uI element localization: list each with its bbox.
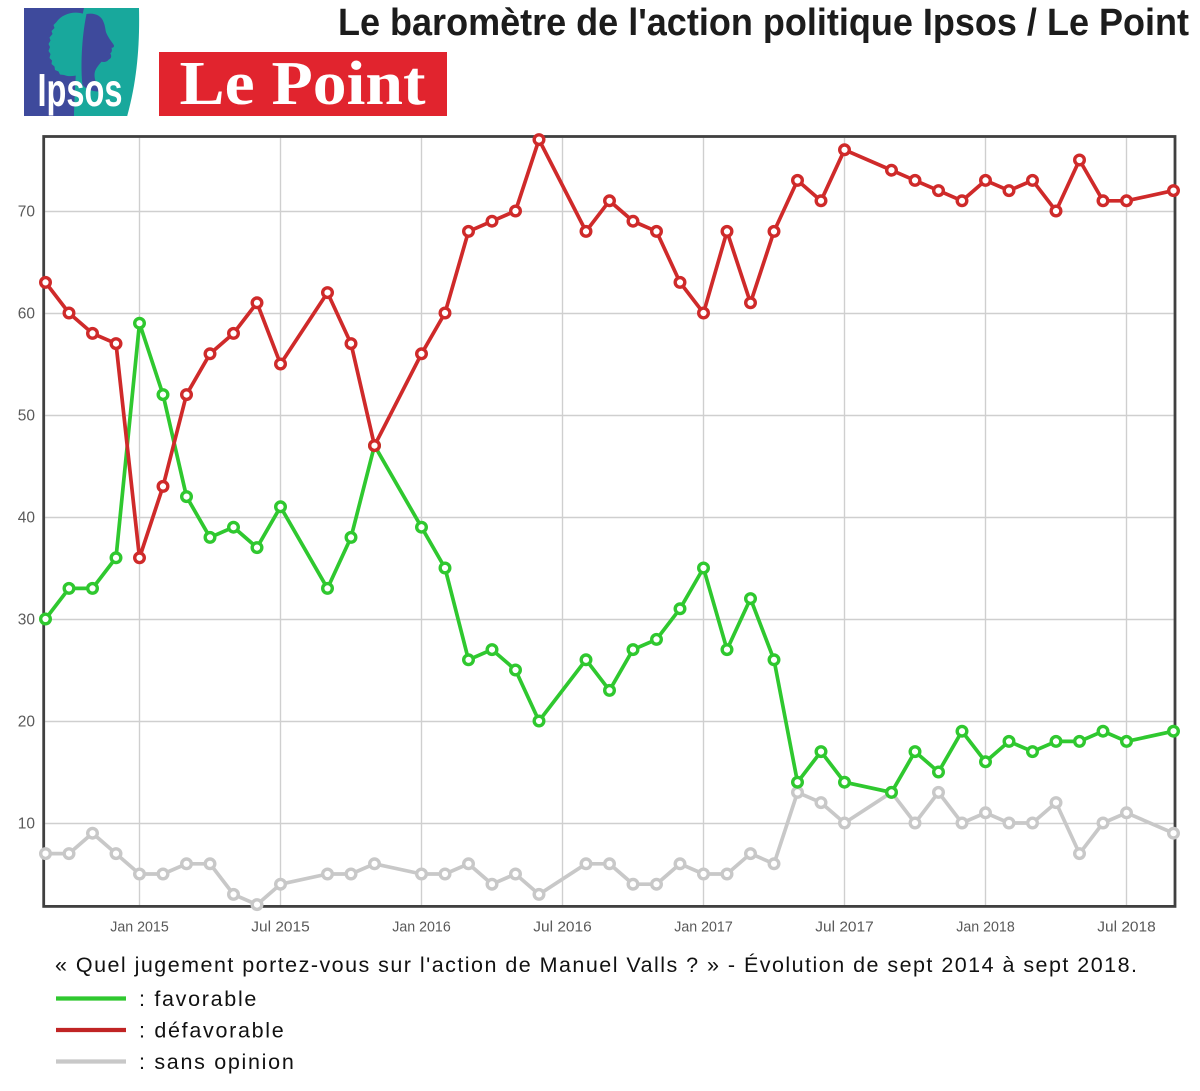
svg-text:Le Point: Le Point xyxy=(180,50,426,118)
svg-text:50: 50 xyxy=(18,408,36,425)
svg-text:Jul 2016: Jul 2016 xyxy=(533,919,592,936)
svg-text:40: 40 xyxy=(18,510,36,527)
svg-text:Jul 2018: Jul 2018 xyxy=(1097,919,1156,936)
svg-text:10: 10 xyxy=(18,816,36,833)
svg-text:Jul 2015: Jul 2015 xyxy=(251,919,310,936)
svg-text:Jan 2017: Jan 2017 xyxy=(674,919,733,936)
svg-text:Jul 2017: Jul 2017 xyxy=(815,919,874,936)
svg-text:30: 30 xyxy=(18,612,36,629)
svg-text:: favorable: : favorable xyxy=(139,987,258,1011)
svg-text:: sans opinion: : sans opinion xyxy=(139,1050,295,1074)
svg-text:Jan 2016: Jan 2016 xyxy=(392,919,451,936)
svg-text:20: 20 xyxy=(18,714,36,731)
svg-text:: défavorable: : défavorable xyxy=(139,1019,285,1043)
svg-text:60: 60 xyxy=(18,306,36,323)
svg-text:Jan 2018: Jan 2018 xyxy=(956,919,1015,936)
svg-text:Jan 2015: Jan 2015 xyxy=(110,919,169,936)
svg-text:Le baromètre de l'action polit: Le baromètre de l'action politique Ipsos… xyxy=(338,2,1189,44)
svg-text:« Quel jugement portez-vous su: « Quel jugement portez-vous sur l'action… xyxy=(55,952,1137,977)
svg-text:70: 70 xyxy=(18,204,36,221)
svg-text:Ipsos: Ipsos xyxy=(38,64,123,116)
